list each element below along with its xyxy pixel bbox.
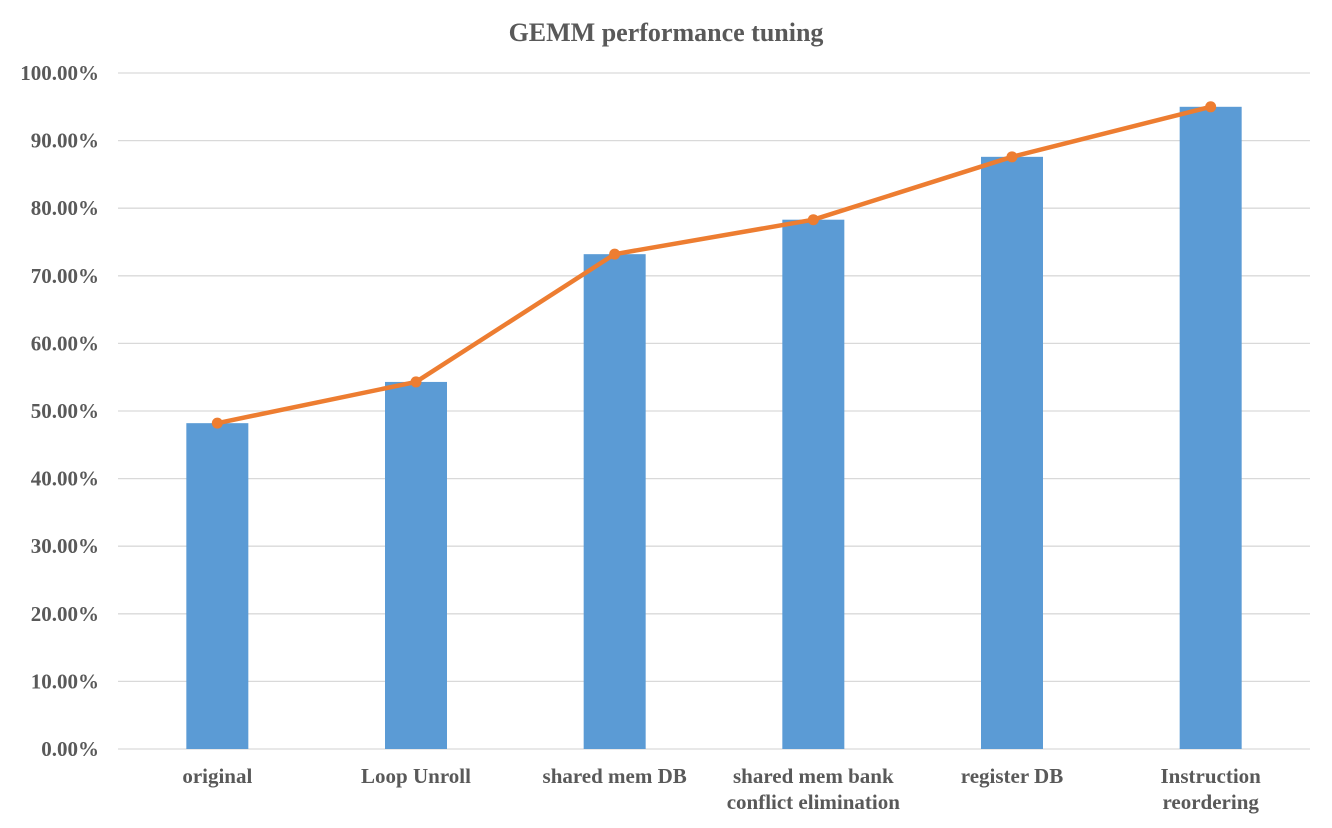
y-tick-label: 100.00%	[20, 61, 99, 85]
line-point	[211, 417, 223, 429]
y-tick-label: 70.00%	[31, 264, 99, 288]
x-tick-label-line: Loop Unroll	[361, 764, 471, 788]
x-tick-label: Loop Unroll	[361, 764, 471, 788]
line-point	[609, 248, 621, 260]
x-tick-label: original	[182, 764, 252, 788]
x-tick-label-line: shared mem bank	[733, 764, 894, 788]
line-point	[1205, 101, 1217, 113]
bar	[782, 219, 845, 749]
line-point	[1006, 151, 1018, 163]
bar	[385, 381, 447, 749]
line-point	[410, 376, 422, 388]
x-tick-label-line: conflict elimination	[727, 790, 901, 814]
bar	[1179, 106, 1242, 750]
x-tick-label: register DB	[961, 764, 1063, 788]
y-tick-label: 30.00%	[31, 534, 99, 558]
x-tick-label-line: register DB	[961, 764, 1063, 788]
y-tick-label: 50.00%	[31, 399, 99, 423]
y-tick-label: 60.00%	[31, 331, 99, 355]
y-tick-label: 10.00%	[31, 669, 99, 693]
y-tick-label: 80.00%	[31, 196, 99, 220]
y-tick-label: 20.00%	[31, 602, 99, 626]
bar-series	[186, 106, 1242, 750]
x-tick-label: Instruction reordering	[1160, 764, 1261, 814]
series-line	[215, 104, 1213, 426]
line-series	[211, 101, 1217, 429]
x-tick-label-line: Instruction	[1160, 764, 1261, 788]
bar	[583, 254, 646, 749]
chart-title: GEMM performance tuning	[509, 18, 824, 47]
y-axis-ticks: 0.00% 10.00% 20.00% 30.00% 40.00% 50.00% 60.00…	[20, 61, 99, 761]
y-tick-label: 40.00%	[31, 467, 99, 491]
x-axis-ticks: original Loop Unroll shared mem DB shared m…	[182, 764, 1261, 814]
bar	[186, 423, 249, 749]
bar	[981, 156, 1043, 750]
y-tick-label: 90.00%	[31, 129, 99, 153]
y-tick-label: 0.00%	[41, 737, 99, 761]
x-tick-label: shared mem bank conflict elimination	[727, 764, 901, 814]
x-tick-label-line: original	[182, 764, 252, 788]
x-tick-label-line: shared mem DB	[543, 764, 687, 788]
x-tick-label-line: reordering	[1162, 790, 1259, 814]
x-tick-label: shared mem DB	[543, 764, 687, 788]
gridlines	[118, 72, 1310, 750]
line-point	[807, 214, 819, 226]
